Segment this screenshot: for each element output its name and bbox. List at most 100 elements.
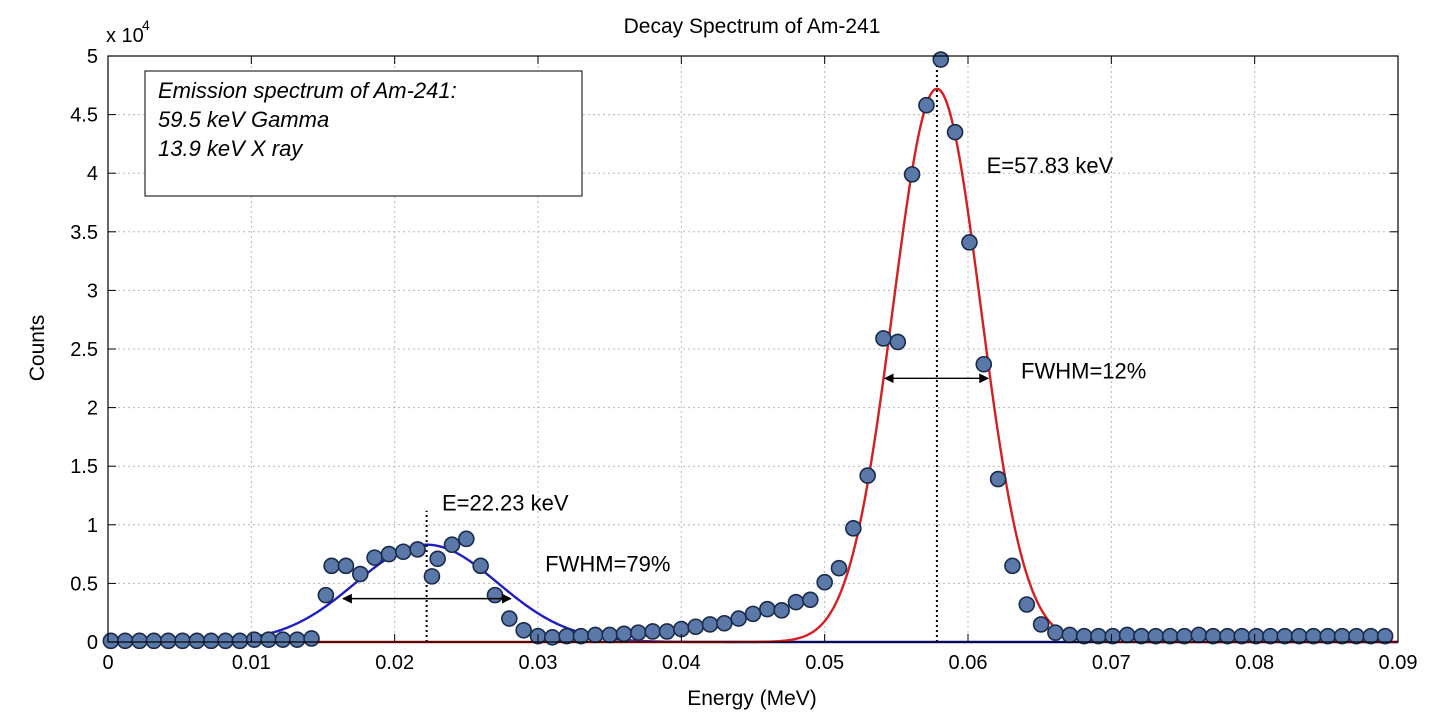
data-point bbox=[1290, 627, 1308, 645]
data-point bbox=[443, 536, 461, 554]
data-point bbox=[845, 520, 862, 537]
data-point bbox=[932, 51, 950, 68]
measured-points bbox=[102, 51, 1394, 650]
data-point bbox=[116, 632, 134, 650]
data-point bbox=[409, 541, 426, 558]
y-axis-ticks: 0 0.5 1 1.5 2 2.5 3 3.5 4 4.5 5 bbox=[70, 46, 1398, 654]
data-point bbox=[217, 632, 234, 650]
data-point bbox=[1362, 627, 1380, 645]
y-tick-label: 4.5 bbox=[70, 105, 98, 127]
y-tick-label: 4 bbox=[87, 163, 98, 185]
data-point bbox=[245, 631, 263, 648]
fwhm-arrows bbox=[342, 373, 990, 604]
x-tick-label: 0.02 bbox=[375, 652, 414, 674]
data-point bbox=[159, 632, 177, 650]
data-point bbox=[501, 610, 518, 627]
data-point bbox=[658, 623, 676, 640]
y-tick-label: 3 bbox=[87, 280, 98, 302]
data-point bbox=[630, 624, 647, 641]
data-point bbox=[1348, 627, 1365, 645]
y-tick-label: 0 bbox=[87, 632, 98, 654]
data-point bbox=[572, 627, 590, 645]
data-point bbox=[601, 626, 618, 644]
y-axis-title: Counts bbox=[26, 315, 49, 382]
peak2-energy: E=57.83 keV bbox=[987, 153, 1114, 178]
data-point bbox=[1333, 627, 1351, 645]
data-point bbox=[1276, 627, 1294, 645]
data-point bbox=[615, 625, 633, 643]
x-tick-label: 0.06 bbox=[949, 652, 988, 674]
data-point bbox=[131, 632, 148, 650]
data-point bbox=[889, 333, 907, 351]
data-point bbox=[1104, 627, 1122, 645]
data-point bbox=[1147, 627, 1165, 645]
data-point bbox=[875, 330, 892, 347]
peak1-fwhm: FWHM=79% bbox=[545, 552, 670, 577]
data-point bbox=[1319, 627, 1337, 645]
legend-box: Emission spectrum of Am-241: 59.5 keV Ga… bbox=[144, 70, 583, 197]
data-point bbox=[174, 632, 191, 650]
data-point bbox=[687, 618, 704, 636]
data-point bbox=[1190, 626, 1208, 644]
data-point bbox=[918, 96, 935, 114]
data-point bbox=[759, 600, 776, 618]
data-point bbox=[1018, 596, 1036, 613]
data-point bbox=[1133, 627, 1150, 645]
x-axis-ticks: 0 0.01 0.02 0.03 0.04 0.05 0.06 0.07 0.08 0.09 bbox=[102, 56, 1417, 674]
x-tick-label: 0.01 bbox=[232, 652, 271, 674]
data-point bbox=[946, 123, 964, 141]
data-point bbox=[429, 550, 446, 568]
y-tick-label: 5 bbox=[87, 46, 98, 68]
y-tick-label: 2.5 bbox=[70, 339, 98, 361]
y-multiplier-base: x 10 bbox=[106, 25, 144, 47]
x-tick-label: 0.03 bbox=[519, 652, 558, 674]
data-point bbox=[317, 586, 335, 604]
data-point bbox=[366, 549, 383, 566]
data-point bbox=[903, 166, 921, 183]
data-point bbox=[1090, 627, 1107, 645]
data-point bbox=[644, 623, 661, 640]
legend-frame bbox=[144, 70, 583, 197]
data-point bbox=[1176, 627, 1193, 645]
y-multiplier-exponent: 4 bbox=[142, 17, 150, 33]
data-point bbox=[1161, 627, 1179, 645]
data-point bbox=[337, 557, 355, 575]
data-point bbox=[744, 605, 762, 623]
data-point bbox=[1204, 627, 1222, 645]
annotations: E=22.23 keV FWHM=79% E=57.83 keV FWHM=12% bbox=[442, 153, 1146, 576]
data-point bbox=[961, 234, 978, 251]
data-point bbox=[802, 591, 819, 609]
data-point bbox=[1061, 626, 1079, 644]
data-point bbox=[701, 616, 719, 633]
data-point bbox=[423, 568, 441, 585]
x-tick-label: 0 bbox=[102, 652, 113, 674]
data-point bbox=[288, 631, 306, 648]
data-point bbox=[859, 467, 876, 484]
x-tick-label: 0.05 bbox=[805, 652, 844, 674]
data-point bbox=[1219, 627, 1236, 645]
data-point bbox=[1233, 627, 1251, 645]
data-point bbox=[145, 632, 163, 650]
data-point bbox=[274, 631, 292, 648]
data-point bbox=[351, 565, 369, 583]
y-tick-label: 1.5 bbox=[70, 456, 98, 478]
x-axis-title: Energy (MeV) bbox=[687, 687, 817, 710]
y-tick-label: 0.5 bbox=[70, 573, 98, 595]
x-tick-label: 0.09 bbox=[1379, 652, 1418, 674]
legend-line-3: 13.9 keV X ray bbox=[158, 136, 304, 161]
peak1-energy: E=22.23 keV bbox=[442, 491, 569, 516]
data-point bbox=[773, 602, 790, 619]
data-point bbox=[303, 630, 320, 647]
data-point bbox=[1075, 627, 1093, 645]
data-point bbox=[587, 626, 604, 644]
x-tick-label: 0.07 bbox=[1092, 652, 1131, 674]
data-point bbox=[558, 627, 575, 645]
y-tick-label: 2 bbox=[87, 398, 98, 420]
data-point bbox=[1305, 627, 1322, 645]
data-point bbox=[1047, 624, 1064, 641]
data-point bbox=[458, 530, 475, 548]
data-point bbox=[1262, 627, 1279, 645]
data-point bbox=[102, 632, 120, 650]
data-point bbox=[816, 573, 833, 591]
